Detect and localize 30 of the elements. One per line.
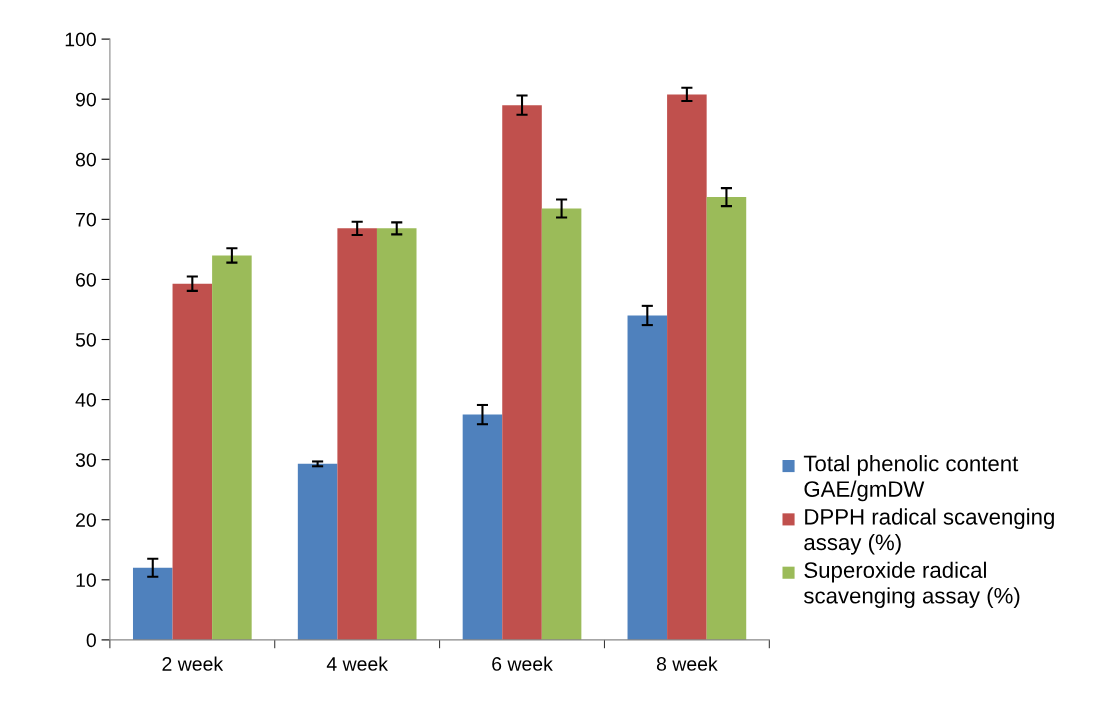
bar	[297, 463, 338, 640]
y-tick-label: 50	[75, 332, 96, 347]
y-tick-label: 40	[75, 393, 96, 407]
bar	[706, 197, 747, 640]
x-tick-label: 8 week	[656, 656, 718, 671]
y-tick-label: 100	[65, 32, 96, 47]
bar	[132, 567, 173, 640]
x-tick-label: 2 week	[162, 656, 224, 671]
x-tick-label: 4 week	[326, 656, 389, 671]
bar	[337, 228, 377, 640]
bar	[502, 105, 542, 640]
bar	[212, 255, 252, 640]
bar	[172, 283, 213, 640]
bar	[462, 414, 503, 640]
y-tick-label: 10	[76, 573, 96, 588]
y-tick-label: 70	[76, 212, 96, 227]
y-tick-label: 80	[75, 152, 96, 167]
y-tick-label: 20	[76, 513, 96, 527]
y-tick-label: 90	[75, 92, 96, 107]
bar	[376, 228, 417, 640]
y-tick-label: 0	[86, 633, 96, 648]
bar	[627, 315, 668, 640]
y-tick-label: 30	[75, 453, 96, 467]
legend-label: Total phenolic content GAE/gmDW	[803, 455, 1019, 502]
x-tick-label: 6 week	[492, 656, 553, 671]
legend-label: Superoxide radical scavenging assay (%)	[803, 561, 1020, 608]
bar	[667, 94, 707, 640]
y-tick-label: 60	[76, 272, 96, 287]
legend-label: DPPH radical scavenging assay (%)	[804, 508, 1054, 555]
bar	[541, 208, 582, 640]
